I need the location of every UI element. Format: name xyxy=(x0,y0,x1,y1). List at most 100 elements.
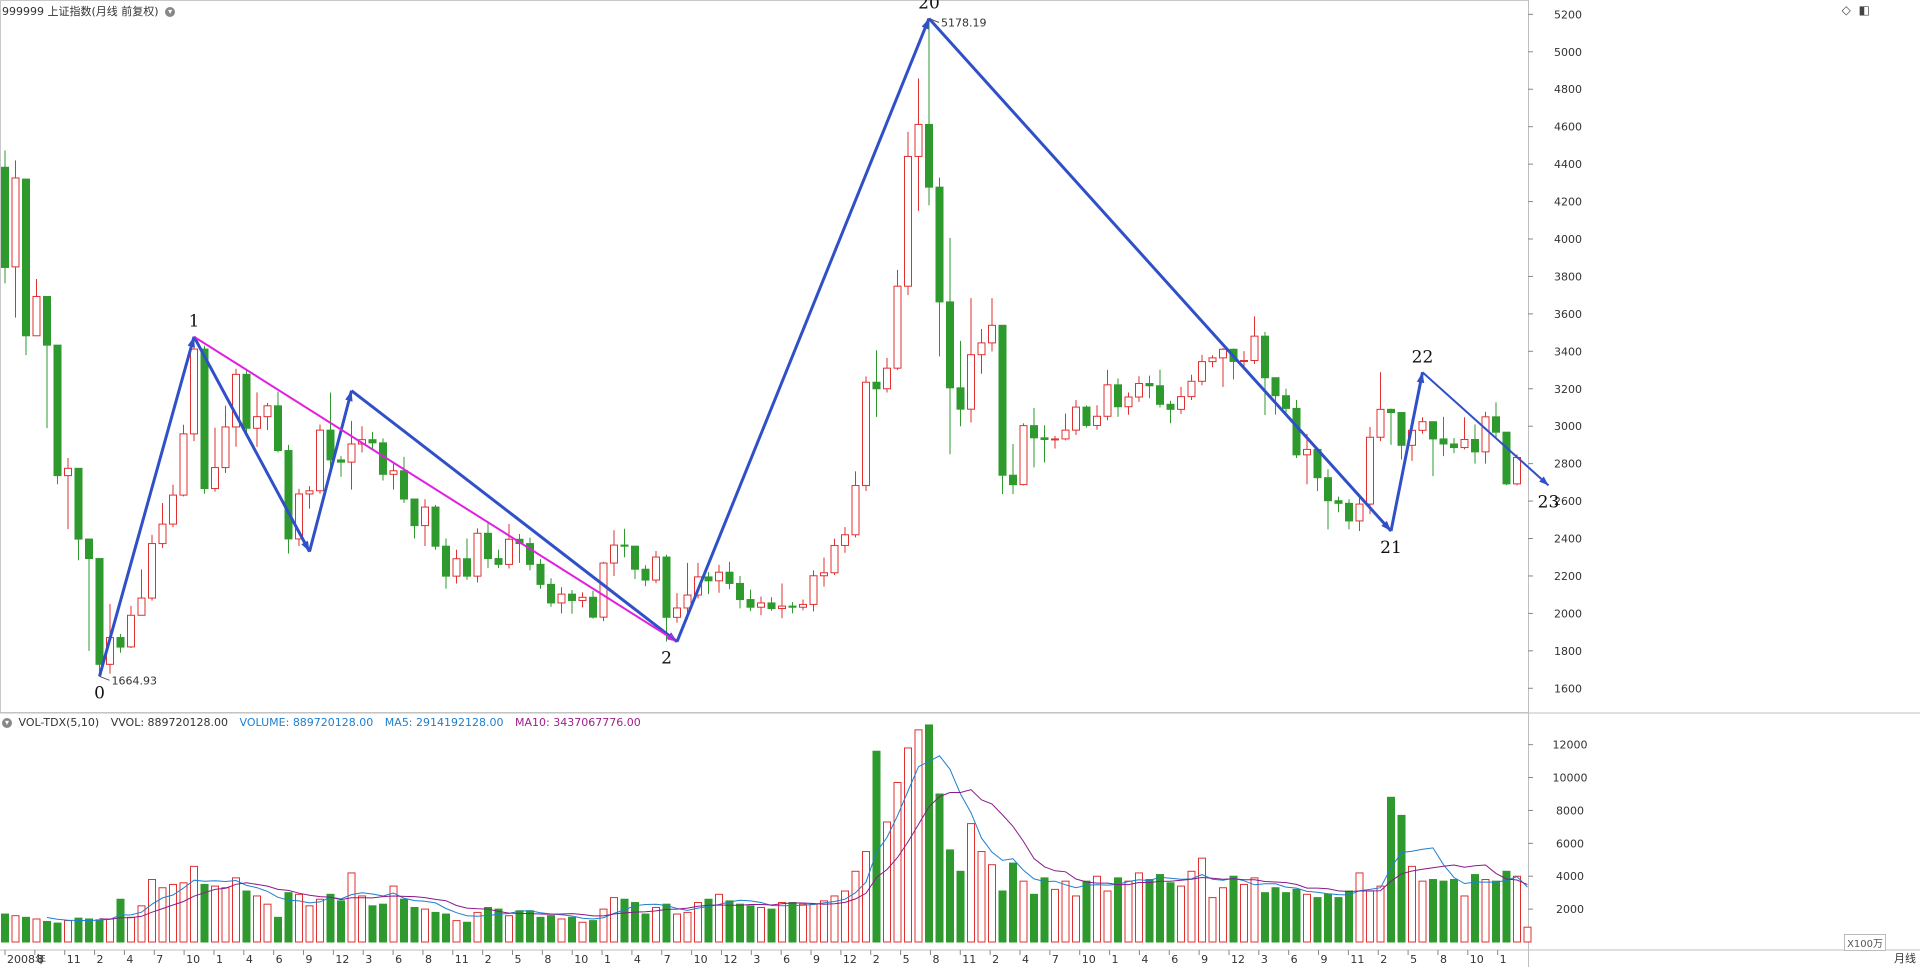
volume-bar xyxy=(704,898,713,943)
candle-body xyxy=(85,538,93,560)
volume-bar xyxy=(1219,887,1227,943)
volume-bar xyxy=(221,887,230,943)
volume-bar xyxy=(1166,882,1175,943)
volume-bar xyxy=(179,882,188,943)
candle-body xyxy=(568,593,576,601)
candle-body xyxy=(725,571,734,584)
volume-bar xyxy=(442,913,450,943)
price-tick-label: 2400 xyxy=(1554,533,1582,546)
candle-body xyxy=(988,324,996,344)
candle-body xyxy=(274,405,282,452)
date-tick-label: 10 xyxy=(574,953,588,966)
candle-body xyxy=(1145,383,1154,387)
candle-body xyxy=(904,155,912,287)
date-tick-label: 3 xyxy=(753,953,760,966)
ma5-label: MA5: xyxy=(384,716,413,729)
volume-bar xyxy=(22,916,30,943)
date-tick-label: 5 xyxy=(1410,953,1417,966)
candle-body xyxy=(1460,438,1469,449)
volume-bar xyxy=(610,897,618,943)
price-tick-label: 4600 xyxy=(1554,121,1582,134)
candle-body xyxy=(347,443,356,463)
volume-bar xyxy=(463,921,471,943)
volume-bar xyxy=(851,870,860,943)
candle-body xyxy=(1,166,9,268)
collapse-icon[interactable]: ▾ xyxy=(165,7,176,17)
volume-bar xyxy=(1250,877,1259,943)
candle-body xyxy=(22,178,30,337)
date-tick-label: 7 xyxy=(664,953,671,966)
wave-line-head xyxy=(301,540,310,552)
date-tick-label: 9 xyxy=(306,953,313,966)
price-tick-label: 2800 xyxy=(1554,458,1582,471)
volume-bar xyxy=(1051,888,1059,943)
candle-body xyxy=(263,405,272,418)
volume-bar xyxy=(473,911,482,943)
candle-body xyxy=(557,593,566,604)
candle-body xyxy=(400,470,408,500)
volume-bar xyxy=(53,922,62,943)
volume-bar xyxy=(1376,885,1385,943)
volume-bar xyxy=(683,911,692,943)
candle-body xyxy=(1439,438,1448,445)
wave-line xyxy=(308,390,353,553)
candle-body xyxy=(1271,377,1280,397)
volume-bar xyxy=(904,747,912,943)
candle-body xyxy=(505,538,513,565)
panel-toggle-icon[interactable]: ◧ xyxy=(1858,3,1870,17)
volume-bar xyxy=(1355,872,1364,943)
diamond-icon[interactable]: ◇ xyxy=(1841,3,1851,17)
candle-body xyxy=(883,367,891,390)
volume-bar xyxy=(788,902,797,943)
volume-bar xyxy=(1009,862,1017,943)
candle-body xyxy=(1492,416,1500,433)
volume-bar xyxy=(494,908,503,943)
date-tick-label: 3 xyxy=(1261,953,1268,966)
volume-tick-label: 8000 xyxy=(1556,804,1584,817)
volume-bar xyxy=(32,918,41,943)
price-extreme-label: 1664.93 xyxy=(112,674,158,687)
volume-bar xyxy=(368,905,377,943)
corner-icons: ◇ ◧ xyxy=(1838,3,1870,17)
date-tick-label: 6 xyxy=(276,953,283,966)
volume-bar xyxy=(190,865,198,943)
volume-bar xyxy=(694,902,702,943)
volume-bar xyxy=(935,793,944,943)
volume-bar xyxy=(232,877,240,943)
volume-bar xyxy=(757,906,765,943)
volume-bar xyxy=(1040,877,1049,943)
date-tick-label: 8 xyxy=(932,953,939,966)
price-tick-label: 5200 xyxy=(1554,8,1582,21)
volume-bar xyxy=(389,885,398,943)
date-tick-label: 10 xyxy=(1470,953,1484,966)
volume-bar xyxy=(1187,870,1196,943)
volume-bar xyxy=(263,903,272,943)
volume-bar xyxy=(274,916,282,943)
volume-bar xyxy=(568,916,576,943)
volume-bar xyxy=(946,849,954,943)
candle-body xyxy=(137,597,146,616)
volume-bar xyxy=(820,900,828,943)
candle-body xyxy=(169,494,177,525)
date-tick-label: 6 xyxy=(1291,953,1298,966)
vvol-readout: VVOL: 889720128.00 xyxy=(111,716,232,729)
date-tick-label: 9 xyxy=(1321,953,1328,966)
volume-collapse-icon[interactable]: ▾ xyxy=(2,718,12,728)
candle-body xyxy=(431,506,440,547)
volume-bar xyxy=(1492,880,1500,943)
volume-bar xyxy=(589,920,597,943)
price-tick-label: 4200 xyxy=(1554,196,1582,209)
candle-body xyxy=(221,426,230,469)
period-label[interactable]: 月线 xyxy=(1894,952,1916,965)
candle-body xyxy=(1355,503,1364,522)
volume-bar xyxy=(1261,892,1269,943)
volume-bar xyxy=(1429,879,1437,943)
candle-body xyxy=(316,429,324,492)
candle-body xyxy=(148,543,156,599)
candle-body xyxy=(662,556,671,618)
volume-header: ▾ VOL-TDX(5,10) VVOL: 889720128.00 VOLUM… xyxy=(2,716,649,729)
volume-bar xyxy=(305,905,314,943)
wave-line xyxy=(1389,371,1424,532)
